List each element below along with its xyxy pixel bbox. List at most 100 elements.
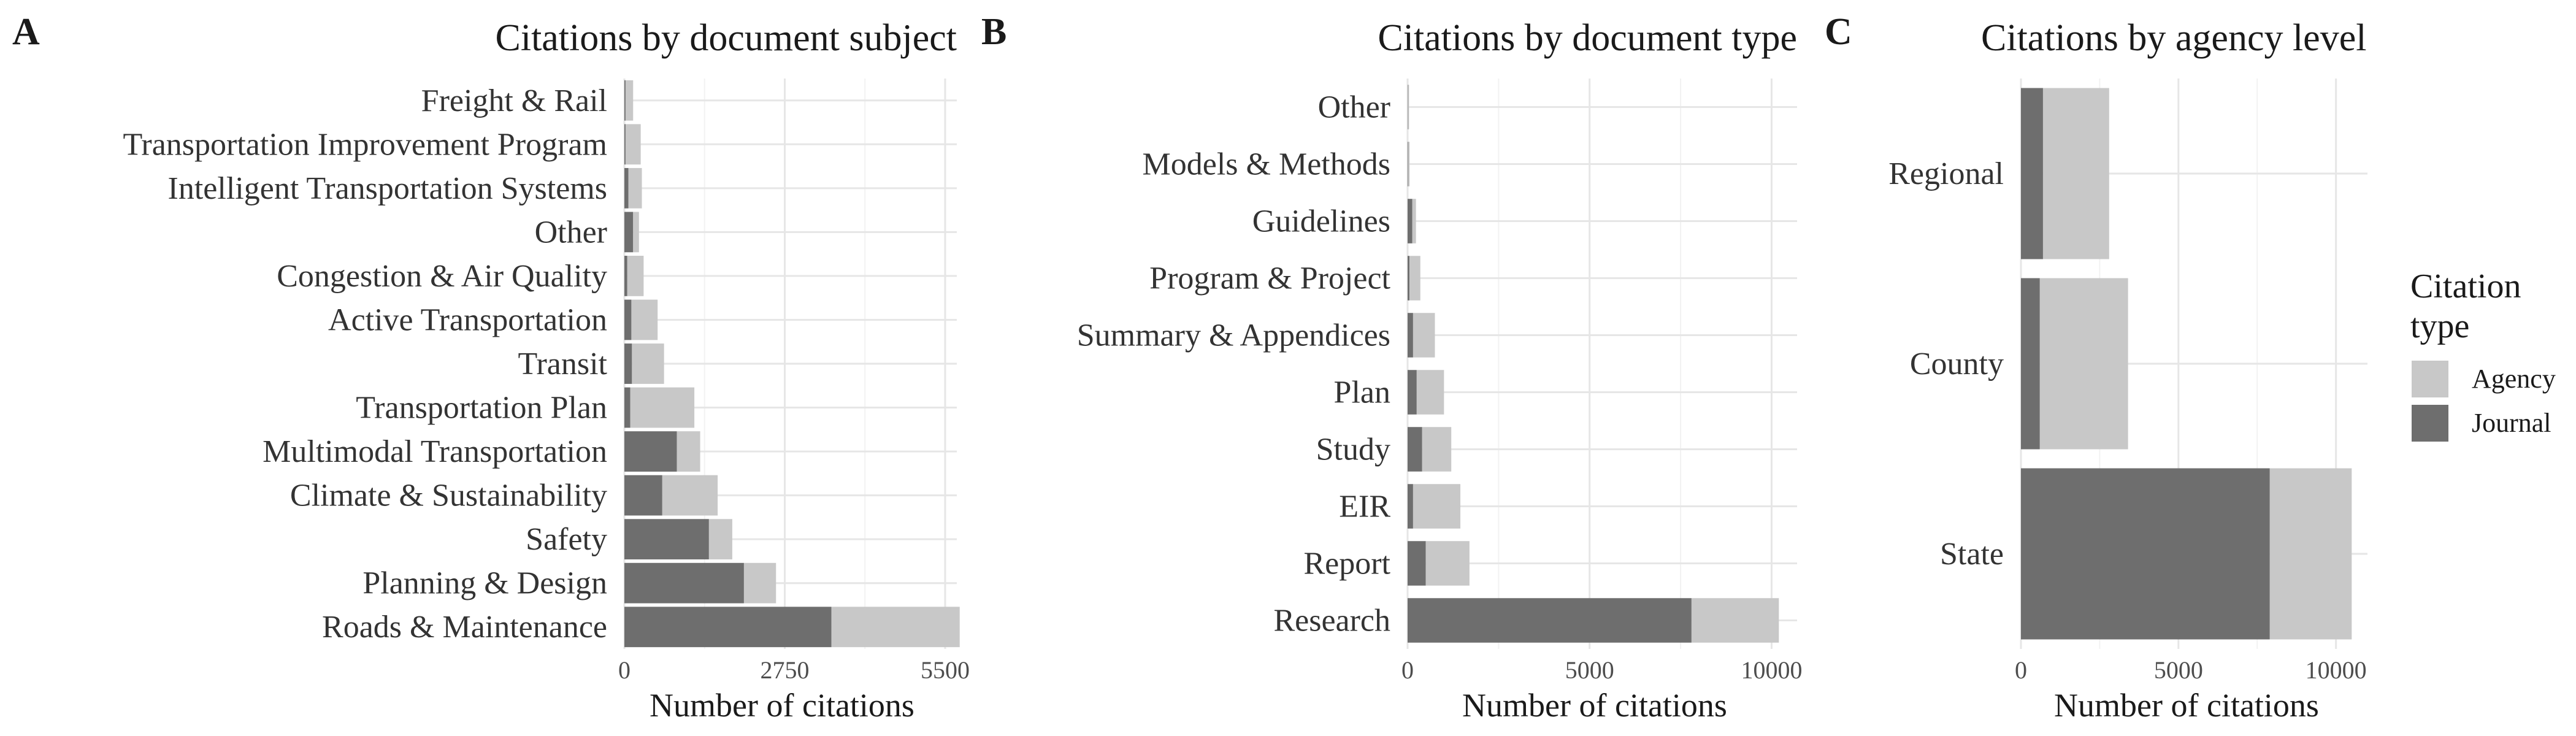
bar-report-journal <box>1408 541 1426 586</box>
bar-eir-journal <box>1408 484 1413 529</box>
category-label: Program & Project <box>1149 261 1390 296</box>
bar-eir-agency <box>1413 484 1461 529</box>
bar-climate-and-sustainability-agency <box>662 475 718 516</box>
category-label: Freight & Rail <box>421 83 607 118</box>
bar-multimodal-transportation-journal <box>624 431 677 472</box>
category-label: Planning & Design <box>362 566 607 601</box>
x-tick-label: 5000 <box>1565 656 1614 684</box>
bar-congestion-and-air-quality-agency <box>627 256 644 296</box>
bar-roads-and-maintenance-journal <box>624 607 832 648</box>
panel-b-title: Citations by document type <box>1378 17 1797 59</box>
legend-swatch-journal <box>2412 405 2448 442</box>
bar-guidelines-journal <box>1408 199 1413 243</box>
bar-roads-and-maintenance-agency <box>831 607 960 648</box>
bar-safety-agency <box>708 519 732 560</box>
bar-safety-journal <box>624 519 709 560</box>
panel-b-plot-area: 0 5000 10000 Research Report EIR Study Plan Summ… <box>1077 79 1802 684</box>
bar-active-transportation-agency <box>631 299 658 340</box>
category-label: Multimodal Transportation <box>263 434 607 469</box>
x-tick-label: 10000 <box>1741 656 1802 684</box>
panel-a-x-axis-title: Number of citations <box>650 687 914 724</box>
legend-label-journal: Journal <box>2472 408 2551 438</box>
legend-title-line1: Citation <box>2410 267 2521 305</box>
x-tick-label: 0 <box>618 656 631 684</box>
category-label: Climate & Sustainability <box>290 478 607 513</box>
category-label: Safety <box>526 522 607 557</box>
category-label: State <box>1940 537 2004 572</box>
bar-guidelines-agency <box>1412 199 1416 243</box>
category-label: Intelligent Transportation Systems <box>168 171 607 206</box>
category-label: Roads & Maintenance <box>322 610 607 645</box>
bar-summary-and-appendices-agency <box>1413 313 1435 358</box>
bar-planning-and-design-journal <box>624 562 744 604</box>
legend-title-line2: type <box>2410 307 2469 345</box>
bar-freight-and-rail-agency <box>625 80 634 121</box>
panel-c-plot-area: 0 5000 10000 State County Regional <box>1888 79 2367 684</box>
bar-climate-and-sustainability-journal <box>624 475 662 516</box>
bar-other-agency <box>633 212 639 253</box>
category-label: Study <box>1316 432 1390 467</box>
bar-transportation-plan-journal <box>624 387 631 428</box>
category-label: Transportation Improvement Program <box>123 127 607 162</box>
bar-freight-and-rail-journal <box>624 80 626 121</box>
bar-multimodal-transportation-agency <box>677 431 700 472</box>
bar-transportation-plan-agency <box>630 387 695 428</box>
bar-intelligent-transportation-systems-agency <box>628 167 642 209</box>
bar-research-agency <box>1691 598 1779 643</box>
panel-a-title: Citations by document subject <box>495 17 957 59</box>
panel-a-plot-area: 0 2750 5500 Roads & Maintenance Planning & D… <box>123 79 970 684</box>
category-label: Other <box>1318 90 1390 125</box>
legend: Citation type Agency Journal <box>2410 267 2556 442</box>
bar-county-journal <box>2021 278 2040 450</box>
panel-a-chart: A Citations by document subject 0 2750 550… <box>12 11 970 724</box>
bar-state-journal <box>2021 468 2270 640</box>
bar-planning-and-design-agency <box>743 562 776 604</box>
bar-plan-journal <box>1408 370 1417 415</box>
category-label: Transportation Plan <box>356 391 607 426</box>
category-label: Plan <box>1334 375 1390 410</box>
bar-transit-agency <box>632 343 664 384</box>
category-label: Research <box>1273 604 1390 638</box>
bar-summary-and-appendices-journal <box>1408 313 1413 358</box>
bar-regional-agency <box>2042 88 2109 259</box>
category-label: EIR <box>1339 489 1390 524</box>
bar-transit-journal <box>624 343 632 384</box>
panel-b-letter: B <box>981 11 1006 53</box>
bar-study-journal <box>1408 427 1422 472</box>
panel-b-chart: B Citations by document type 0 5000 10000 R… <box>981 11 1802 724</box>
bar-program-and-project-agency <box>1409 256 1420 301</box>
category-label: Congestion & Air Quality <box>277 259 607 294</box>
category-label: Models & Methods <box>1143 147 1390 182</box>
bar-transportation-improvement-program-agency <box>625 124 641 165</box>
x-tick-label: 2750 <box>760 656 809 684</box>
legend-label-agency: Agency <box>2472 364 2556 394</box>
bar-congestion-and-air-quality-journal <box>624 256 627 296</box>
legend-swatch-agency <box>2412 361 2448 397</box>
bar-plan-agency <box>1416 370 1444 415</box>
category-label: Report <box>1303 546 1390 581</box>
panel-c-chart: C Citations by agency level 0 5000 10000 St… <box>1825 11 2367 724</box>
x-tick-label: 0 <box>1401 656 1414 684</box>
bar-research-journal <box>1408 598 1692 643</box>
bar-other-agency <box>1408 85 1409 129</box>
panel-c-x-axis-title: Number of citations <box>2054 687 2319 724</box>
bar-program-and-project-journal <box>1408 256 1409 301</box>
category-label: Regional <box>1888 156 2004 191</box>
category-label: Active Transportation <box>328 302 607 337</box>
bar-regional-journal <box>2021 88 2043 259</box>
panel-b-x-axis-title: Number of citations <box>1462 687 1727 724</box>
category-label: Guidelines <box>1252 204 1390 239</box>
category-label: Transit <box>518 347 608 381</box>
bar-county-agency <box>2039 278 2128 450</box>
x-tick-label: 10000 <box>2306 656 2367 684</box>
bar-models-and-methods-agency <box>1408 142 1410 186</box>
bar-report-agency <box>1425 541 1470 586</box>
bar-state-agency <box>2269 468 2352 640</box>
panel-c-letter: C <box>1825 11 1852 53</box>
bar-other-journal <box>624 212 634 253</box>
bar-intelligent-transportation-systems-journal <box>624 167 629 209</box>
x-tick-label: 0 <box>2015 656 2027 684</box>
category-label: County <box>1910 347 2004 381</box>
bar-transportation-improvement-program-journal <box>624 124 626 165</box>
